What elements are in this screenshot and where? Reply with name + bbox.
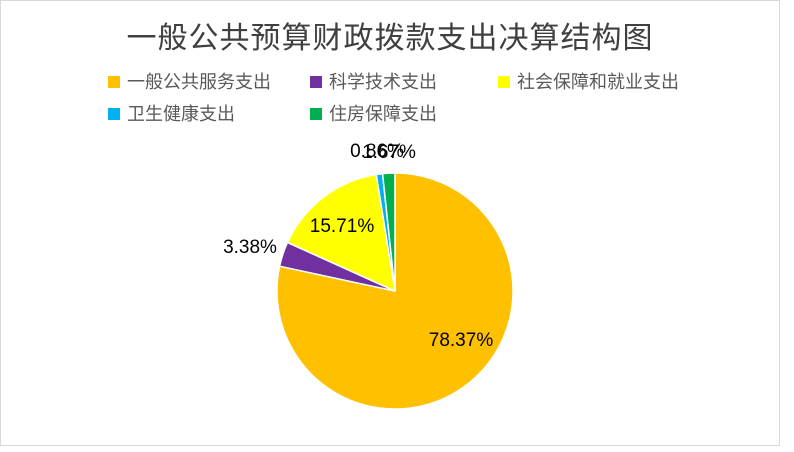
chart-title: 一般公共预算财政拨款支出决算结构图 (126, 22, 654, 55)
pie-slice-0[interactable] (276, 172, 514, 410)
legend-item-health[interactable]: 卫生健康支出 (108, 104, 235, 124)
legend-item-general-public-services[interactable]: 一般公共服务支出 (108, 72, 271, 92)
data-label-health: 0.86% (350, 141, 404, 162)
pie-slice-2[interactable] (286, 173, 396, 292)
legend-swatch-icon (310, 108, 322, 120)
legend-label: 科学技术支出 (329, 72, 437, 92)
legend-swatch-icon (108, 108, 120, 120)
pie-slice-4[interactable] (381, 172, 396, 292)
legend-item-housing-security[interactable]: 住房保障支出 (310, 104, 437, 124)
legend-swatch-icon (498, 76, 510, 88)
legend-label: 一般公共服务支出 (127, 72, 271, 92)
legend-item-science-technology[interactable]: 科学技术支出 (310, 72, 437, 92)
legend-item-social-security-employment[interactable]: 社会保障和就业支出 (498, 72, 679, 92)
data-label-social-security-employment: 15.71% (309, 216, 375, 237)
legend-label: 卫生健康支出 (127, 104, 235, 124)
data-label-general-public-services: 78.37% (428, 330, 494, 351)
legend-label: 社会保障和就业支出 (517, 72, 679, 92)
data-label-housing-security: 1.67% (362, 142, 416, 163)
legend-swatch-icon (108, 76, 120, 88)
data-label-science-technology: 3.38% (223, 237, 277, 258)
legend-label: 住房保障支出 (329, 104, 437, 124)
legend-swatch-icon (310, 76, 322, 88)
